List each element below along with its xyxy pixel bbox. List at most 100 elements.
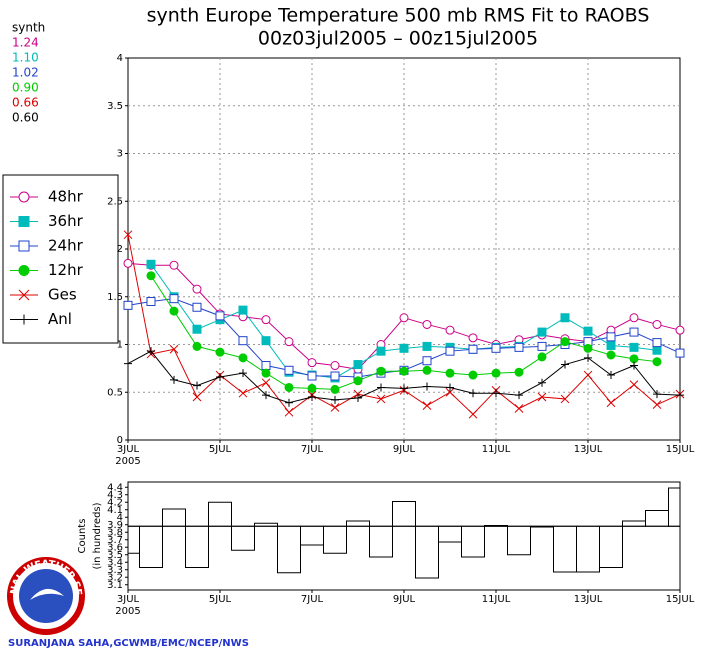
x-tick-label: 9JUL (393, 594, 416, 605)
marker (629, 313, 639, 323)
x-year-label: 2005 (115, 456, 140, 467)
logo-cloud (30, 588, 64, 600)
y-tick-label: 4.2 (107, 497, 123, 508)
marker (216, 372, 224, 381)
marker (170, 375, 178, 384)
y-tick-label: 3.5 (107, 550, 123, 561)
bar (507, 525, 531, 556)
legend-box (2, 174, 119, 344)
bar (645, 510, 669, 527)
marker (422, 341, 432, 351)
marker (123, 230, 133, 240)
marker (560, 337, 570, 347)
y-tick-label: 3.9 (107, 520, 123, 531)
summary-value: 1.10 (12, 51, 39, 65)
marker (330, 361, 340, 371)
bar (576, 525, 600, 573)
legend-marker (18, 191, 30, 203)
marker (445, 325, 455, 335)
x-tick-label: 7JUL (301, 444, 324, 455)
bar (277, 525, 301, 574)
marker (606, 350, 616, 360)
summary-value: 0.66 (12, 96, 39, 110)
marker (169, 306, 179, 316)
y-axis-label: Counts (77, 519, 88, 554)
x-tick-label: 15JUL (666, 444, 695, 455)
summary-value: 1.02 (12, 66, 39, 80)
marker (376, 346, 386, 356)
marker (146, 259, 156, 269)
marker (238, 388, 248, 398)
marker (215, 347, 225, 357)
marker (261, 315, 271, 325)
marker (284, 337, 294, 347)
marker (514, 367, 524, 377)
y-tick-label: 0 (117, 435, 123, 446)
bar (461, 525, 485, 558)
marker (606, 340, 616, 350)
marker (492, 389, 500, 398)
legend-marker (18, 240, 30, 252)
marker (193, 381, 201, 390)
marker (515, 391, 523, 400)
legend-label: Anl (48, 310, 72, 328)
marker (169, 294, 179, 304)
y-tick-label: 3.4 (107, 557, 123, 568)
marker (354, 393, 362, 402)
legend-label: 12hr (48, 261, 84, 279)
bar (231, 525, 255, 551)
marker (537, 341, 547, 351)
y-tick-label: 2 (117, 244, 123, 255)
marker (192, 341, 202, 351)
marker (146, 297, 156, 307)
marker (446, 383, 454, 392)
legend-label: Ges (48, 286, 77, 304)
y-tick-label: 3.8 (107, 527, 123, 538)
logo-disc (19, 569, 73, 623)
marker (445, 368, 455, 378)
marker (330, 371, 340, 381)
y-tick-label: 3.6 (107, 542, 123, 553)
marker (307, 371, 317, 381)
bar (323, 525, 347, 554)
marker (331, 395, 339, 404)
marker (169, 260, 179, 270)
y-tick-label: 4 (117, 512, 123, 523)
marker (192, 324, 202, 334)
y-tick-label: 4.1 (107, 505, 123, 516)
bar (300, 525, 324, 546)
y-tick-label: 3.1 (107, 580, 123, 591)
bar (139, 525, 163, 568)
y-tick-label: 3.2 (107, 572, 123, 583)
y-tick-label: 2.5 (107, 196, 123, 207)
bar (185, 525, 209, 568)
marker (330, 403, 340, 412)
marker (399, 313, 409, 323)
y-tick-label: 3.5 (107, 101, 123, 112)
marker (629, 380, 639, 389)
marker (652, 357, 662, 367)
summary-value: 1.24 (12, 36, 39, 50)
marker (583, 370, 593, 380)
bar (438, 525, 462, 543)
legend-marker (18, 289, 30, 301)
marker (445, 387, 455, 397)
marker (376, 394, 386, 404)
marker (652, 319, 662, 329)
marker (284, 407, 294, 417)
x-tick-label: 11JUL (482, 594, 511, 605)
marker (514, 404, 524, 413)
marker (652, 400, 662, 410)
y-tick-label: 3.3 (107, 565, 123, 576)
marker (123, 258, 133, 268)
bar (208, 501, 232, 527)
marker (261, 368, 271, 378)
marker (469, 389, 477, 398)
marker (399, 366, 409, 376)
bar (392, 501, 416, 527)
marker (169, 344, 179, 354)
bar (162, 508, 186, 527)
marker (192, 302, 202, 312)
y-tick-label: 4.3 (107, 490, 123, 501)
marker (238, 305, 248, 315)
